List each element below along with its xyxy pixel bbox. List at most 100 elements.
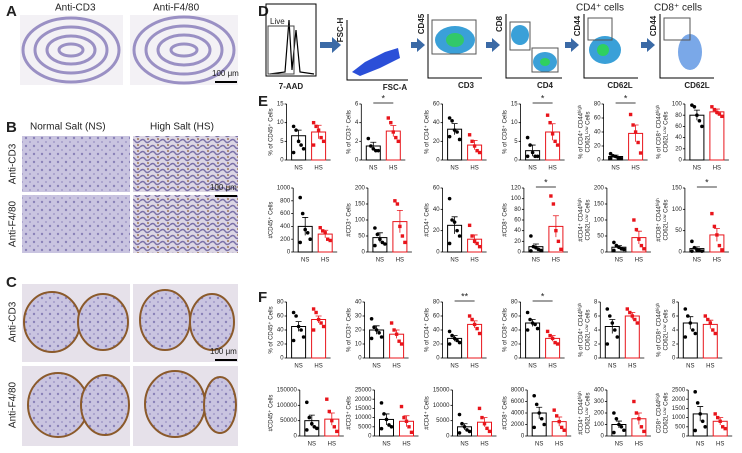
x-tick-label: HS [555, 442, 563, 448]
bar-chart: 0 20 40 60 #CD4⁺ Cells NS HS [424, 186, 487, 264]
y-tick-label: 0 [355, 158, 359, 164]
data-point [529, 234, 533, 238]
y-tick-label: 20 [433, 139, 440, 145]
data-point [713, 331, 717, 336]
x-tick-label: NS [532, 258, 540, 264]
y-tick-label: 5000 [358, 424, 372, 430]
x-tick-label: HS [635, 442, 643, 448]
data-point [633, 130, 638, 134]
bar-chart: 0 20 40 60 80% of CD8⁺ Cells NS HS * [502, 291, 565, 370]
y-tick-label: 60 [675, 124, 682, 130]
data-point [692, 245, 697, 250]
data-point [311, 120, 316, 125]
y-tick-label: 0 [446, 434, 450, 440]
data-point [610, 321, 615, 325]
data-point [291, 338, 296, 343]
scale-label: 100 μm [210, 347, 237, 356]
data-point [711, 328, 715, 332]
x-tick-label: NS [450, 258, 458, 264]
x-axis-label: FSC-A [383, 83, 408, 92]
data-point [691, 328, 695, 332]
y-tick-label: 20 [355, 328, 362, 334]
error-bar [396, 210, 403, 233]
y-axis-label: CD62Lᴸᵒʷ Cells [663, 393, 670, 434]
data-point [697, 119, 702, 123]
data-point [477, 406, 482, 411]
data-point [713, 412, 717, 416]
data-point [642, 429, 646, 434]
y-tick-label: 20 [514, 239, 521, 245]
y-tick-label: 40 [277, 328, 284, 334]
y-tick-label: 6 [672, 314, 676, 320]
bar [709, 111, 725, 161]
y-tick-label: 80 [514, 207, 521, 213]
y-tick-label: 0 [594, 356, 598, 362]
plot-title: CD8⁺ cells [654, 3, 702, 14]
data-point [717, 243, 722, 248]
y-tick-label: 15000 [355, 406, 372, 412]
x-axis-label: 7-AAD [279, 82, 304, 91]
data-point [700, 124, 704, 129]
y-tick-label: 80 [433, 300, 440, 306]
y-tick-label: 0 [514, 356, 518, 362]
y-tick-label: 400 [280, 224, 291, 230]
x-tick-label: HS [470, 258, 478, 264]
data-point [630, 314, 634, 318]
data-point [472, 322, 477, 327]
data-point [447, 241, 452, 246]
data-point [530, 150, 535, 155]
significance-label: * [541, 291, 545, 301]
data-point [308, 237, 313, 241]
data-point [553, 340, 557, 345]
data-point [447, 196, 452, 201]
data-point [608, 151, 613, 156]
significance-label: * [624, 93, 628, 103]
y-tick-label: 40 [433, 207, 440, 213]
error-bar [451, 216, 458, 234]
y-tick-label: 0 [280, 158, 284, 164]
y-tick-label: 0 [436, 356, 440, 362]
y-tick-label: 60 [511, 314, 518, 320]
data-point [708, 321, 712, 325]
data-point [475, 241, 479, 246]
y-tick-label: 60 [433, 186, 440, 192]
error-bar [552, 215, 559, 238]
data-point [398, 224, 402, 229]
x-axis-label: CD4 [537, 81, 554, 90]
data-point [642, 247, 646, 251]
y-tick-label: 200 [594, 186, 605, 192]
x-tick-label: NS [535, 442, 543, 448]
data-point [480, 415, 484, 420]
y-tick-label: 5 [280, 139, 284, 145]
data-point [619, 425, 624, 429]
data-point [720, 248, 724, 252]
data-point [475, 148, 479, 153]
y-tick-label: 0 [679, 158, 683, 164]
bar-chart: 0 2 4 6 8 % of CD8⁺ CD44ʰⁱᵍʰ CD62Lᴸᵒʷ Cells NS H… [655, 300, 723, 370]
y-tick-label: 0 [287, 250, 291, 256]
y-tick-label: 20 [433, 228, 440, 234]
data-point [296, 139, 301, 144]
data-point [534, 402, 539, 407]
data-point [305, 231, 310, 235]
data-point [683, 307, 688, 311]
tissue-node [23, 289, 237, 438]
y-tick-label: 80 [277, 300, 284, 306]
data-point [720, 114, 724, 119]
y-tick-label: 20 [433, 342, 440, 348]
y-tick-label: 5000 [436, 418, 450, 424]
data-point [374, 328, 379, 332]
data-point [532, 393, 536, 398]
data-point [710, 105, 714, 109]
panel-a: A Anti-CD3 Anti-F4/80 100 μm [6, 3, 239, 85]
data-point [291, 124, 296, 129]
data-point [373, 226, 377, 230]
data-point [548, 333, 552, 338]
data-point [710, 211, 714, 216]
x-axis-label: CD62L [607, 81, 632, 90]
data-point [386, 116, 390, 120]
x-tick-label: NS [611, 166, 619, 172]
significance-label: * [544, 177, 548, 187]
data-point [550, 132, 555, 136]
x-tick-label: HS [470, 166, 478, 172]
